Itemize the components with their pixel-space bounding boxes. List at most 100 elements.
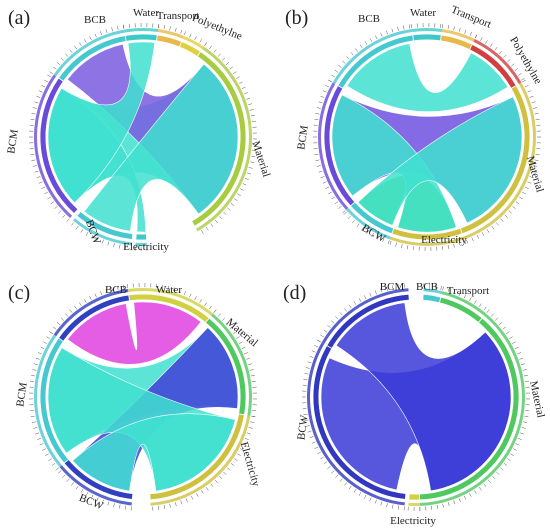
segment-label-electricity: Electricity [390,515,436,527]
tick-mark [503,54,507,59]
tick-mark [339,478,343,482]
tick-mark [453,500,456,505]
tick-mark [327,325,331,328]
tick-mark [94,33,97,38]
tick-mark [348,304,352,309]
tick-mark [487,479,491,484]
segment-label-bcw: BCW [295,414,310,441]
tick-mark [91,494,94,499]
chord-panel-4: BCB Transport Material Electricity BCW BCM (d) [283,281,547,527]
tick-mark [466,239,469,244]
tick-mark [89,36,92,40]
tick-mark [458,291,461,296]
tick-mark [392,504,394,509]
tick-mark [397,26,399,31]
tick-mark [521,363,526,366]
segment-outer-band-material [211,313,252,416]
tick-mark [229,326,233,330]
tick-mark [303,413,308,416]
tick-mark [314,153,319,156]
tick-mark [514,68,519,72]
tick-mark [221,57,226,61]
tick-mark [50,201,55,205]
tick-mark [317,339,321,343]
tick-mark [524,186,529,189]
tick-mark [352,219,356,224]
segment-label-transport: Transport [157,10,199,22]
tick-mark [232,71,237,75]
tick-mark [246,432,251,435]
tick-mark [534,113,539,115]
tick-mark [62,214,66,218]
tick-mark [44,191,48,195]
tick-mark [185,498,188,503]
tick-mark [328,191,332,195]
tick-mark [194,296,197,300]
tick-mark [364,494,367,499]
tick-mark [531,101,536,104]
tick-mark [45,453,49,456]
tick-mark [535,118,540,121]
tick-mark [385,30,388,35]
tick-mark [521,78,525,81]
tick-mark [483,307,487,311]
segment-outer-band-bcm [34,334,62,468]
tick-mark [199,299,202,303]
segment-label-material: Material [527,380,546,419]
tick-mark [229,66,233,70]
tick-mark [31,159,36,161]
tick-mark [242,443,247,446]
tick-mark [196,493,199,497]
tick-mark [303,378,308,381]
tick-mark [458,498,461,503]
tick-mark [163,25,165,30]
tick-mark [79,42,82,46]
ring-separator [45,39,241,235]
tick-mark [208,45,212,50]
tick-mark [80,489,84,493]
tick-mark [219,215,223,220]
tick-mark [304,373,309,375]
segment-outer-band-material [463,82,536,240]
tick-mark [194,36,197,40]
tick-mark [376,235,380,240]
tick-mark [458,242,461,247]
tick-mark [338,206,342,209]
segment-electricity [408,493,421,501]
tick-mark [173,287,175,292]
tick-mark [221,317,226,321]
tick-mark [66,218,70,222]
tick-mark [507,458,511,461]
tick-mark [369,292,372,297]
tick-mark [101,239,104,244]
tick-mark [480,37,483,41]
tick-mark [353,301,357,305]
tick-mark [327,466,331,469]
tick-mark [117,25,119,30]
tick-mark [169,503,171,508]
tick-mark [309,436,314,439]
segment-outer-band-water [124,28,159,33]
tick-mark [442,286,444,291]
tick-mark [524,85,529,88]
tick-mark [33,363,38,366]
segment-label-transport: Transport [449,4,493,31]
tick-mark [305,425,310,427]
tick-mark [47,74,51,78]
tick-mark [391,28,394,33]
tick-mark [323,461,328,465]
ribbon-water-to-bcm [47,41,156,204]
tick-mark [486,309,490,313]
tick-mark [380,32,383,37]
panel-letter: (b) [285,7,308,29]
segment-label-water: Water [133,7,159,19]
tick-mark [335,474,339,478]
segment-label-bcm: BCM [14,381,29,407]
tick-mark [387,240,390,245]
tick-mark [325,85,330,88]
tick-mark [344,482,347,486]
tick-mark [442,24,444,29]
tick-mark [105,289,108,294]
tick-mark [406,245,409,250]
tick-mark [442,245,444,250]
